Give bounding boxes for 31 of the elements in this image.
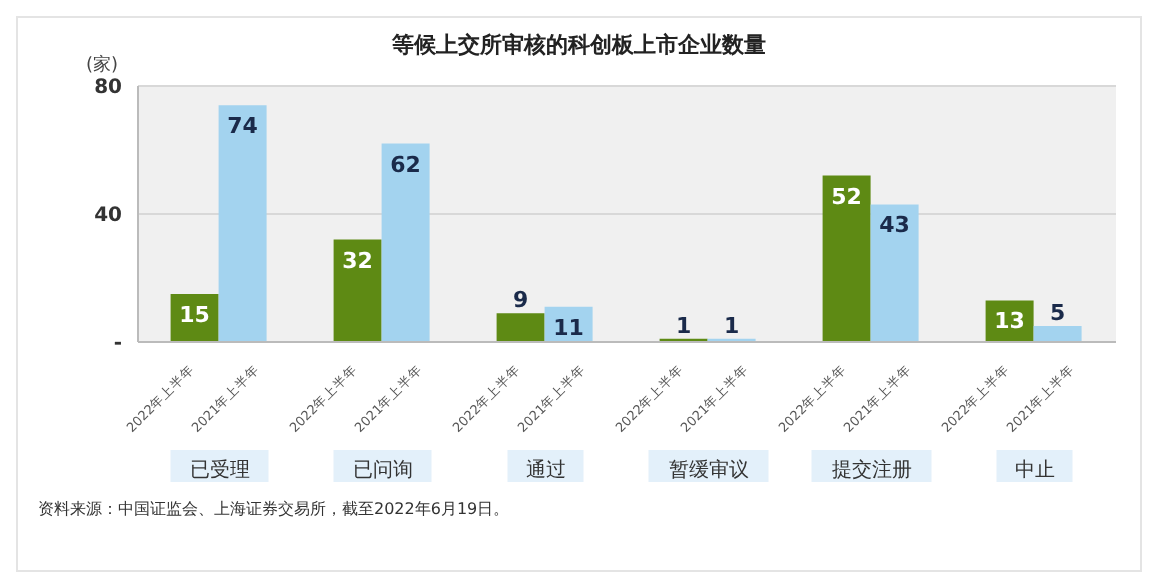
text: 资料来源：中国证监会、上海证券交易所，截至2022年6月19日。	[38, 498, 510, 520]
bar	[1033, 326, 1082, 342]
y-axis-title: (家)	[86, 53, 119, 78]
bar	[496, 313, 545, 342]
data-label: 11	[553, 314, 584, 341]
data-label: 13	[994, 308, 1025, 335]
x-tick-label: 提交注册	[831, 458, 912, 482]
data-label: 5	[1049, 300, 1066, 326]
bar	[870, 204, 919, 342]
x-tick-label: 暂缓审议	[668, 458, 749, 482]
bar	[822, 175, 871, 342]
x-tick-label: 已问询	[352, 458, 413, 482]
data-label: 74	[227, 113, 259, 140]
x-tick-label: 已受理	[189, 458, 250, 482]
y-tick-label: 80	[94, 77, 123, 100]
bar	[218, 105, 267, 342]
bar	[333, 239, 382, 342]
x-tick-label: 中止	[1014, 458, 1055, 482]
y-tick-label: -	[113, 333, 122, 356]
data-label: 9	[512, 287, 529, 314]
bar	[381, 143, 430, 342]
data-label: 15	[179, 302, 210, 328]
data-label: 32	[342, 247, 373, 274]
x-tick-label: 通过	[525, 458, 566, 482]
data-label: 43	[879, 212, 910, 239]
data-label: 62	[390, 151, 421, 178]
y-tick-label: 40	[94, 205, 123, 228]
data-label: 52	[831, 183, 862, 210]
data-label: 1	[675, 312, 692, 339]
chart-title: 等候上交所审核的科创板上市企业数量	[392, 32, 766, 58]
data-label: 1	[723, 312, 740, 339]
